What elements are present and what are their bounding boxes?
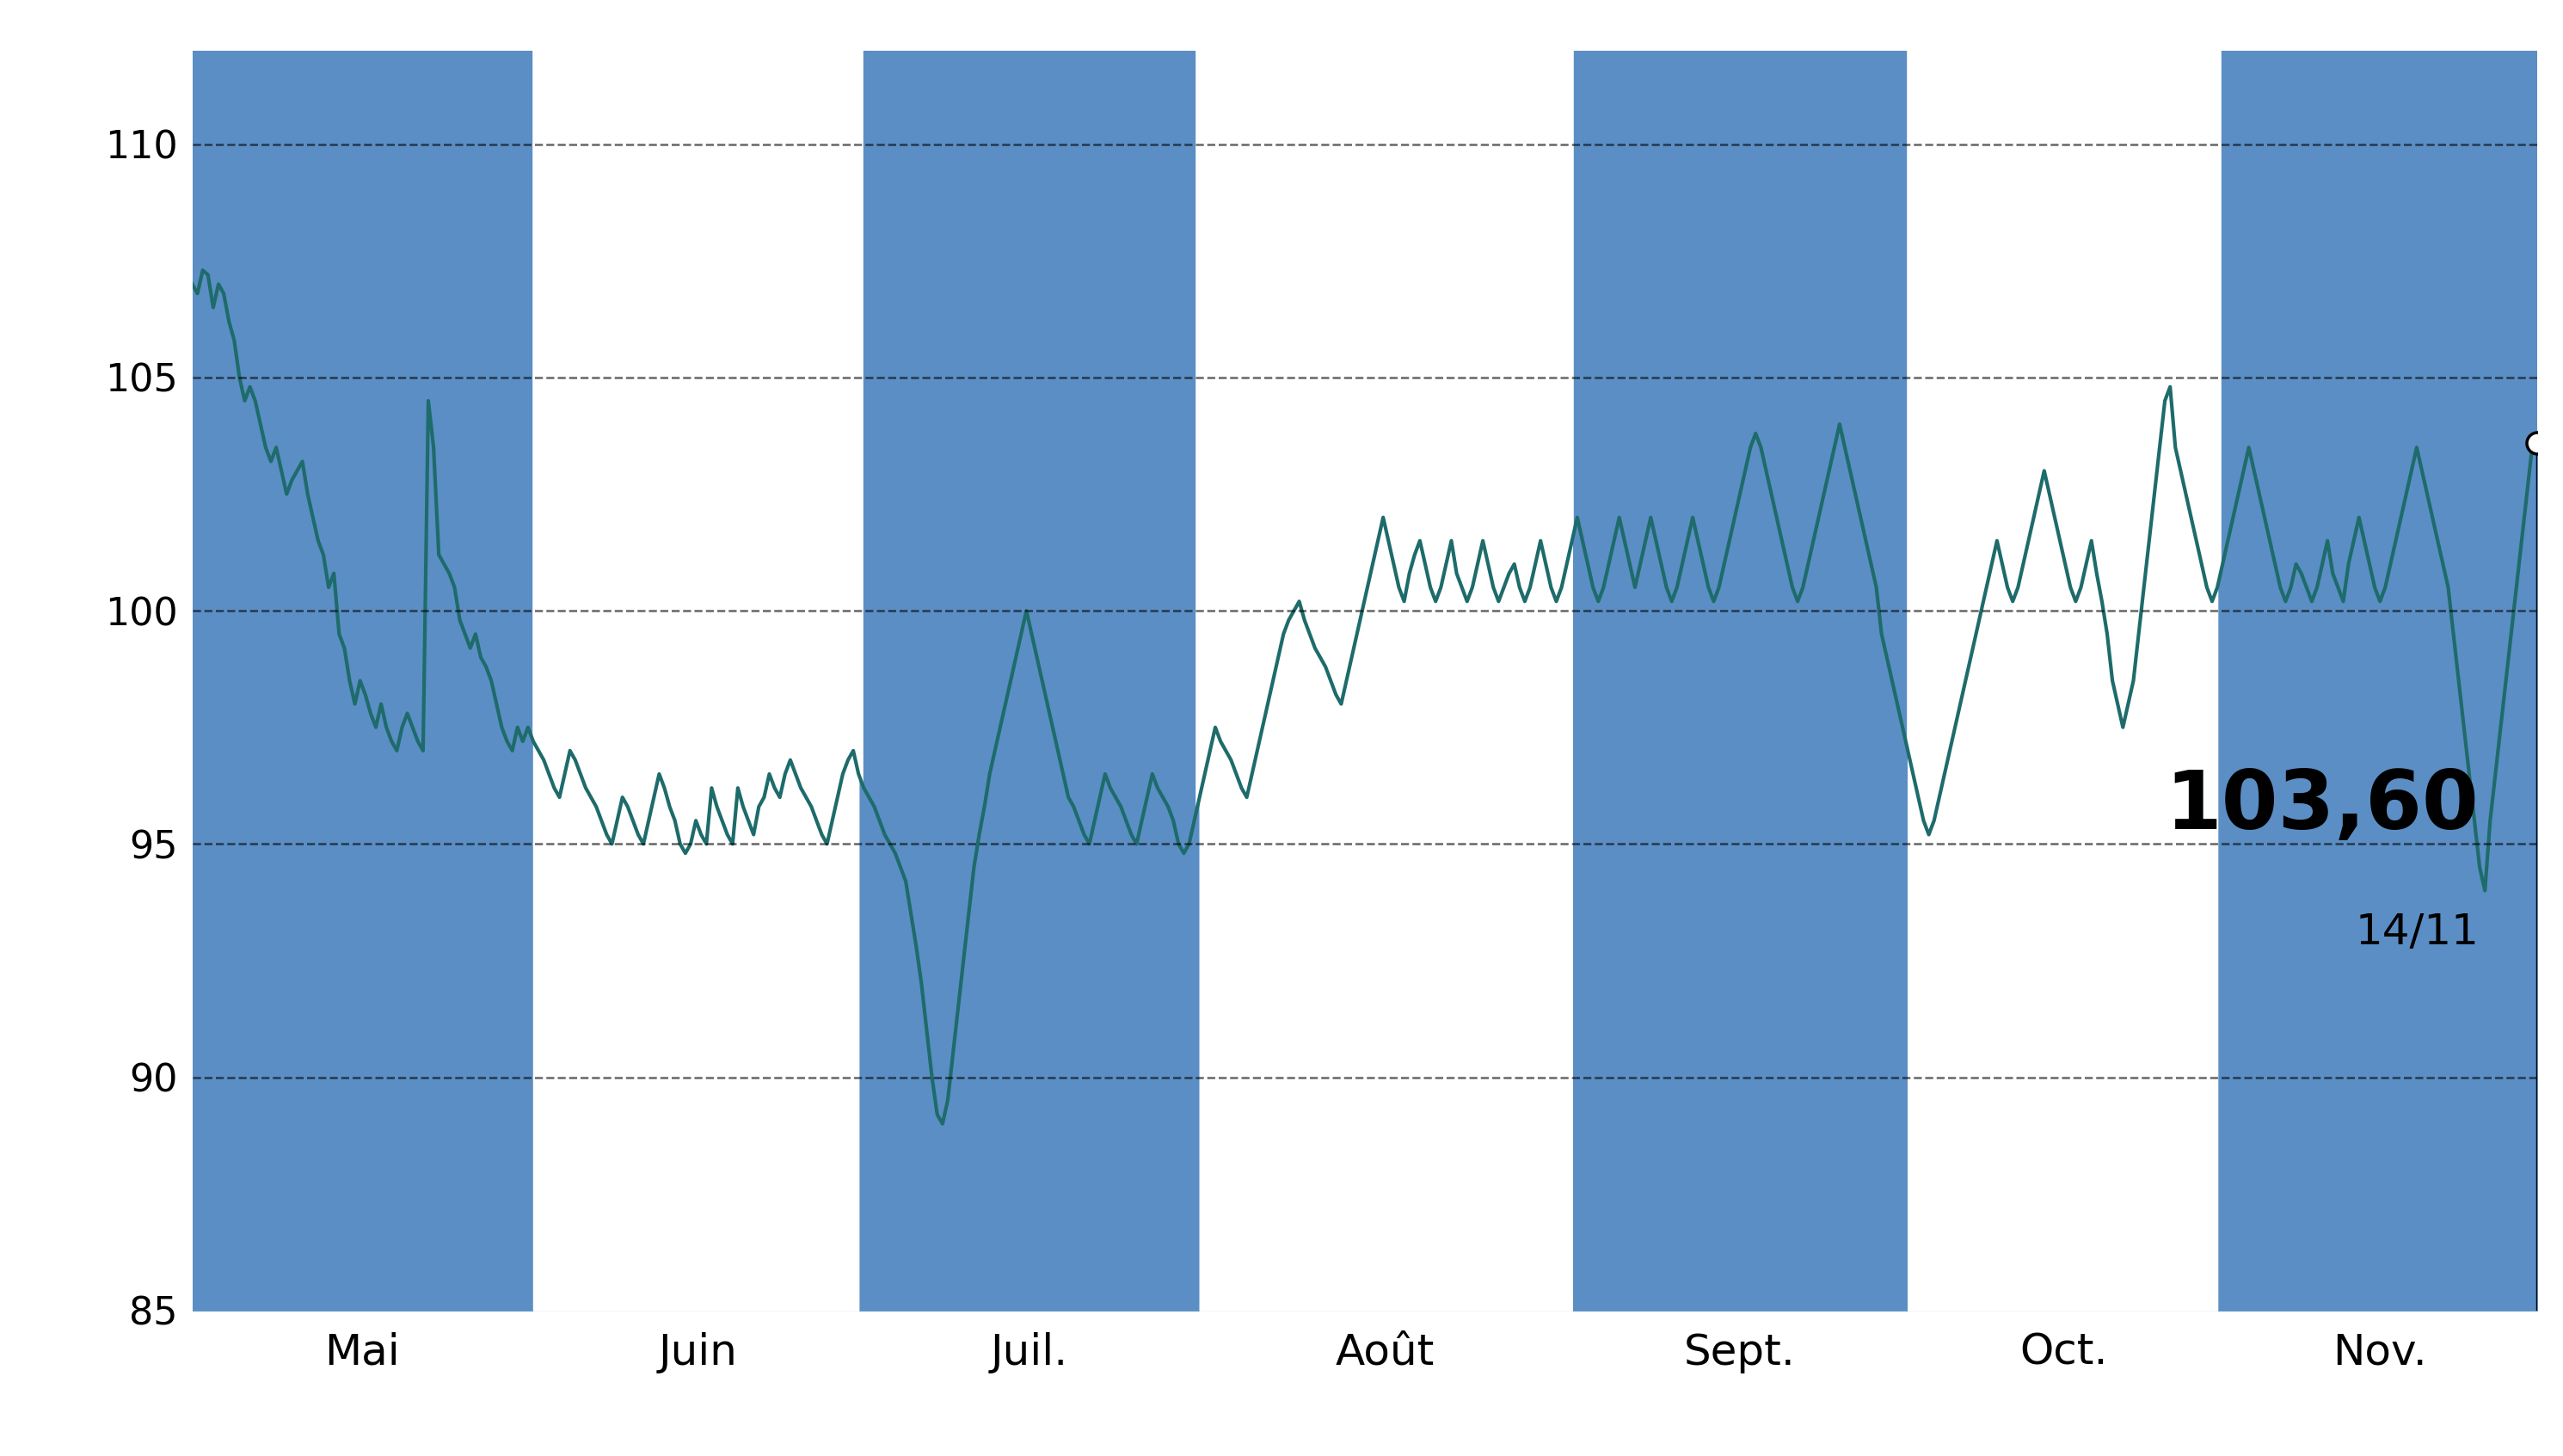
Text: PUBLICIS GROUPE SA: PUBLICIS GROUPE SA [707, 38, 1856, 130]
Bar [1574, 51, 1907, 1310]
Bar [192, 51, 531, 1310]
Text: 103,60: 103,60 [2166, 767, 2478, 846]
Bar [864, 51, 1194, 1310]
Text: 14/11: 14/11 [2355, 911, 2478, 954]
Bar [2222, 51, 2537, 1310]
